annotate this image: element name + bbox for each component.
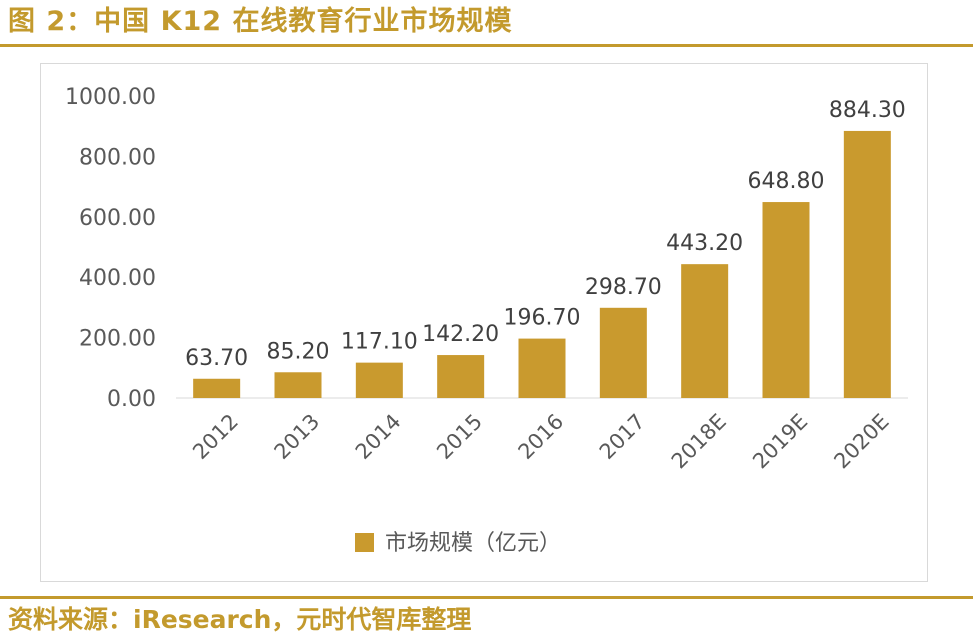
data-label: 117.10 [341, 330, 418, 355]
y-tick-label: 400.00 [79, 266, 156, 291]
x-tick-label: 2018E [667, 409, 731, 473]
bar-2012 [193, 378, 241, 398]
data-label: 443.20 [666, 231, 743, 256]
bar-2015 [437, 355, 485, 398]
y-axis: 0.00 200.00 400.00 600.00 800.00 1000.00 [65, 85, 156, 412]
bar-2020E [843, 130, 891, 398]
x-tick-label: 2012 [188, 409, 243, 464]
x-tick-label: 2013 [270, 409, 325, 464]
data-label: 298.70 [585, 275, 662, 300]
figure-title: 图 2：中国 K12 在线教育行业市场规模 [8, 6, 513, 37]
y-tick-label: 600.00 [79, 206, 156, 231]
x-tick-label: 2016 [514, 409, 569, 464]
data-label: 884.30 [829, 98, 906, 123]
bars [193, 130, 891, 398]
bar-2019E [762, 202, 810, 398]
legend-swatch [355, 533, 374, 552]
bar-2016 [518, 338, 566, 398]
y-tick-label: 1000.00 [65, 85, 156, 110]
bar-2017 [599, 307, 647, 398]
data-label: 648.80 [748, 169, 825, 194]
data-labels: 63.70 85.20 117.10 142.20196.70298.70443.20… [185, 98, 906, 371]
title-divider [0, 44, 973, 47]
data-label: 85.20 [267, 339, 330, 364]
data-label: 142.20 [422, 322, 499, 347]
x-tick-label: 2020E [829, 409, 893, 473]
x-tick-label: 2019E [748, 409, 812, 473]
y-tick-label: 800.00 [79, 145, 156, 170]
legend-label: 市场规模（亿元） [385, 531, 561, 556]
data-label: 196.70 [504, 306, 581, 331]
bar-2013 [274, 372, 322, 398]
x-tick-label: 2017 [595, 409, 650, 464]
source-divider [0, 596, 973, 599]
x-tick-label: 2015 [432, 409, 487, 464]
y-tick-label: 200.00 [79, 327, 156, 352]
y-tick-label: 0.00 [107, 387, 156, 412]
legend: 市场规模（亿元） [355, 531, 561, 556]
x-tick-label: 2014 [351, 409, 406, 464]
source-note: 资料来源：iResearch，元时代智库整理 [8, 605, 472, 634]
data-label: 63.70 [185, 346, 248, 371]
bar-2014 [355, 362, 403, 398]
x-axis: 2012 2013 2014 2015 2016 2017 2018E 2019E 2020E [188, 409, 893, 473]
bar-2018E [681, 264, 729, 398]
